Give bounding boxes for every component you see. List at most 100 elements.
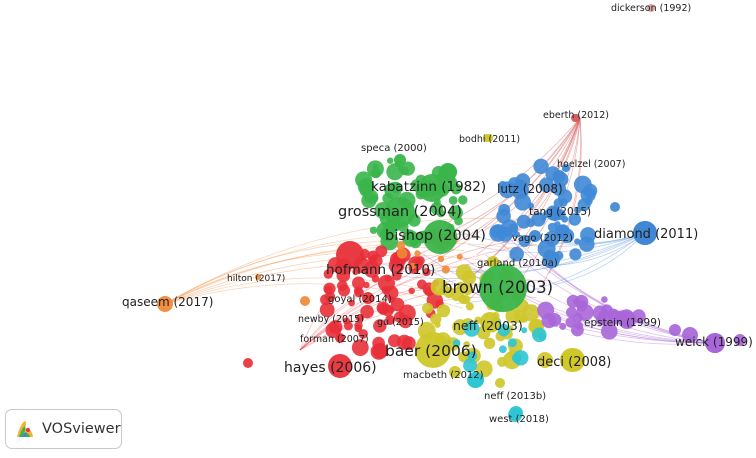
network-node-yellow bbox=[434, 321, 441, 328]
network-node-red bbox=[363, 281, 370, 289]
network-node-green bbox=[479, 264, 527, 312]
network-node-green bbox=[387, 157, 394, 164]
node-label[interactable]: epstein (1999) bbox=[584, 317, 661, 329]
network-node-yellow bbox=[474, 316, 482, 324]
network-node-yellow bbox=[422, 302, 434, 314]
network-node-red bbox=[356, 314, 364, 322]
network-node-purple bbox=[596, 310, 612, 326]
network-node-cyan bbox=[468, 372, 484, 388]
network-node-blue bbox=[544, 230, 560, 247]
node-label[interactable]: dickerson (1992) bbox=[611, 3, 691, 14]
node-label[interactable]: bodhi (2011) bbox=[459, 134, 520, 145]
node-label[interactable]: newby (2015) bbox=[298, 314, 364, 325]
network-node-blue bbox=[579, 236, 595, 252]
network-node-blue bbox=[529, 230, 541, 242]
network-node-cyan bbox=[463, 321, 480, 337]
network-node-red bbox=[392, 270, 402, 281]
node-label[interactable]: hofmann (2010) bbox=[326, 262, 435, 278]
network-node-purple bbox=[705, 333, 725, 353]
network-edge bbox=[164, 242, 517, 305]
network-node-green bbox=[437, 209, 445, 218]
network-edge bbox=[476, 117, 581, 255]
network-node-cyan bbox=[497, 323, 510, 337]
network-node-blue bbox=[539, 177, 554, 193]
network-node-purple bbox=[734, 334, 746, 346]
network-labels: dickerson (1992) eberth (2012) bodhi (2011… bbox=[122, 3, 753, 425]
network-node-red bbox=[373, 319, 387, 333]
network-node-cyan bbox=[513, 350, 529, 366]
node-label[interactable]: weick (1999) bbox=[675, 335, 753, 349]
network-node-orange bbox=[300, 296, 310, 306]
network-node-cyan bbox=[452, 339, 461, 347]
network-node-yellow bbox=[485, 134, 493, 142]
network-node-blue bbox=[509, 246, 524, 262]
network-node-purple bbox=[682, 327, 698, 343]
network-node-cyan bbox=[499, 345, 507, 354]
network-node-orange bbox=[409, 262, 416, 270]
node-label[interactable]: macbeth (2012) bbox=[403, 370, 484, 381]
node-label[interactable]: hoelzel (2007) bbox=[557, 159, 625, 170]
node-label[interactable]: hilton (2017) bbox=[227, 274, 285, 284]
node-label[interactable]: vago (2012) bbox=[512, 233, 573, 244]
node-label[interactable]: neff (2013b) bbox=[484, 391, 546, 402]
node-label[interactable]: diamond (2011) bbox=[594, 227, 698, 242]
network-node-red bbox=[401, 336, 416, 351]
node-label[interactable]: kabatzinn (1982) bbox=[371, 179, 486, 195]
network-node-cyan bbox=[463, 358, 478, 373]
vosviewer-badge[interactable]: VOSviewer bbox=[5, 409, 122, 449]
node-label[interactable]: hayes (2006) bbox=[284, 360, 377, 376]
network-node-red bbox=[337, 280, 348, 292]
network-node-green bbox=[361, 192, 377, 209]
network-node-purple bbox=[547, 313, 562, 327]
node-label[interactable]: tang (2015) bbox=[529, 206, 591, 218]
node-label[interactable]: neff (2003) bbox=[453, 318, 523, 333]
network-node-yellow bbox=[497, 356, 507, 367]
network-node-green bbox=[423, 220, 457, 254]
node-label[interactable]: speca (2000) bbox=[361, 143, 427, 154]
node-label[interactable]: qaseem (2017) bbox=[122, 295, 213, 309]
network-node-blue bbox=[527, 202, 535, 210]
network-node-red bbox=[328, 354, 352, 378]
network-edge bbox=[164, 283, 463, 309]
network-node-orange bbox=[396, 241, 406, 250]
network-node-green bbox=[369, 226, 378, 234]
node-label[interactable]: eberth (2012) bbox=[543, 110, 609, 121]
node-label[interactable]: goyal (2014) bbox=[328, 294, 392, 305]
network-node-green bbox=[458, 195, 468, 205]
network-node-blue bbox=[569, 248, 582, 261]
node-label[interactable]: garland (2010a) bbox=[477, 258, 558, 269]
network-node-green bbox=[448, 196, 458, 205]
network-node-purple bbox=[576, 303, 594, 321]
network-node-orange bbox=[157, 296, 173, 312]
vosviewer-logo-icon bbox=[17, 421, 33, 437]
node-label[interactable]: gu (2015) bbox=[377, 317, 424, 328]
node-label[interactable]: forman (2007) bbox=[300, 334, 369, 345]
node-label[interactable]: deci (2008) bbox=[537, 355, 611, 370]
node-label[interactable]: baer (2006) bbox=[385, 342, 477, 360]
network-node-brown bbox=[572, 114, 580, 122]
network-node-cyan bbox=[507, 338, 517, 348]
network-node-red bbox=[369, 254, 383, 268]
network-node-purple bbox=[601, 323, 618, 340]
network-node-blue bbox=[577, 198, 591, 212]
node-label[interactable]: grossman (2004) bbox=[338, 204, 462, 220]
network-node-purple bbox=[559, 322, 567, 330]
network-node-blue bbox=[610, 202, 620, 212]
network-node-purple bbox=[620, 317, 630, 327]
node-label[interactable]: west (2018) bbox=[489, 414, 549, 425]
network-node-red bbox=[348, 299, 355, 307]
node-label[interactable]: bishop (2004) bbox=[385, 228, 486, 244]
network-edge bbox=[164, 246, 465, 305]
network-node-green bbox=[394, 154, 406, 166]
network-nodes bbox=[157, 4, 746, 422]
network-node-red bbox=[319, 302, 335, 318]
network-node-red bbox=[243, 358, 253, 368]
network-node-red bbox=[354, 286, 363, 295]
network-node-red bbox=[381, 285, 391, 295]
node-label[interactable]: brown (2003) bbox=[442, 278, 553, 297]
node-label[interactable]: lutz (2008) bbox=[497, 182, 563, 196]
network-node-green bbox=[363, 180, 373, 190]
network-node-cyan bbox=[538, 333, 547, 341]
